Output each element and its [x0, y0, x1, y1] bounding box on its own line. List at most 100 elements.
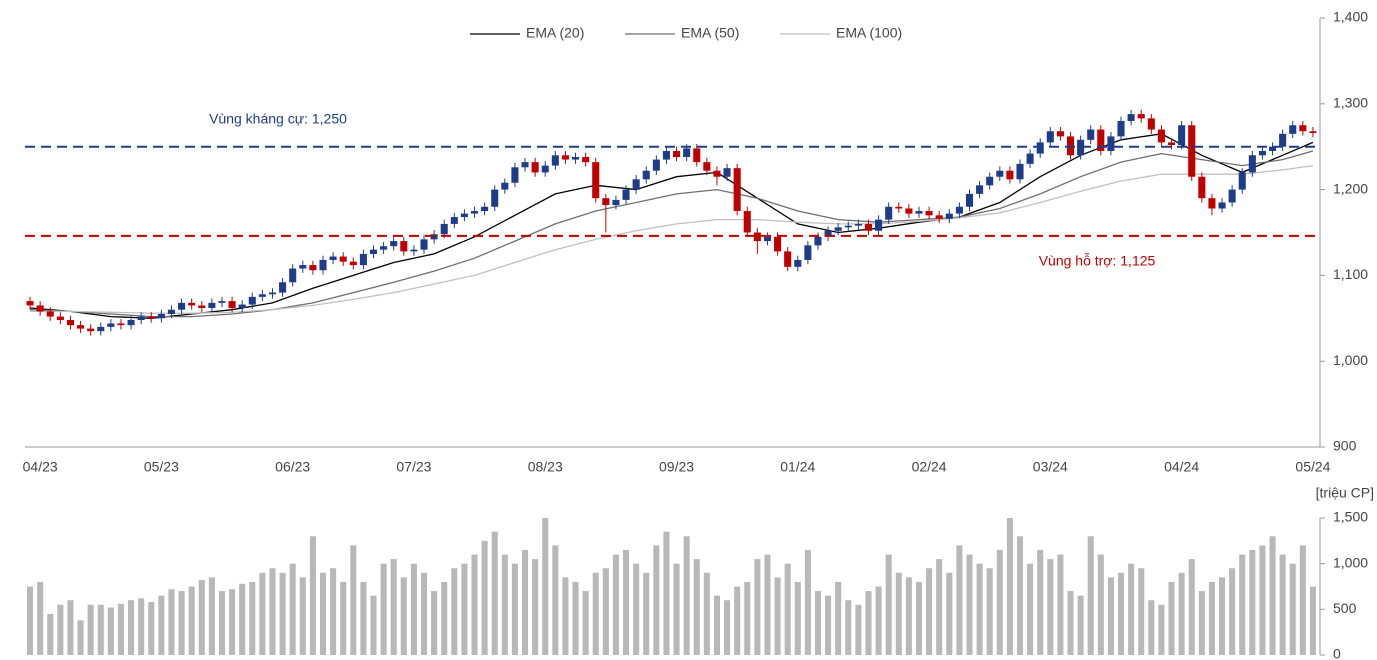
candle-body: [834, 227, 842, 231]
volume-bar: [1027, 563, 1034, 655]
volume-bar: [27, 586, 34, 655]
volume-bar: [926, 568, 933, 655]
candle-body: [46, 311, 54, 317]
volume-bar: [966, 554, 973, 655]
volume-bar: [643, 572, 650, 655]
volume-bar: [279, 572, 286, 655]
candle-body: [784, 251, 792, 267]
candle-body: [763, 236, 772, 242]
volume-bar: [996, 549, 1003, 655]
candle-body: [794, 259, 802, 267]
volume-bar: [461, 563, 468, 655]
volume-bar: [1107, 577, 1114, 655]
candle-body: [238, 304, 246, 309]
candle-body: [420, 239, 428, 250]
volume-bar: [1128, 563, 1135, 655]
candle-body: [107, 323, 115, 327]
volume-bar: [158, 595, 165, 655]
candle-body: [208, 302, 216, 309]
candle-body: [774, 236, 782, 252]
candle-body: [1087, 129, 1095, 140]
candle-body: [1167, 142, 1176, 145]
candle-body: [986, 176, 994, 186]
volume-bar: [198, 580, 205, 655]
candle-body: [743, 211, 751, 233]
candle-body: [299, 265, 307, 269]
candle-body: [976, 185, 984, 194]
volume-bar: [1269, 536, 1276, 655]
candle-body: [481, 206, 489, 212]
candle-body: [1309, 131, 1317, 133]
candle-body: [359, 253, 367, 266]
candle-body: [561, 155, 569, 160]
candle-body: [56, 316, 64, 321]
candle-body: [1006, 170, 1014, 180]
volume-bar: [1016, 536, 1024, 655]
volume-bar: [1077, 595, 1084, 655]
volume-bar: [451, 568, 458, 655]
volume-bar: [340, 581, 347, 655]
candle-body: [1137, 114, 1145, 119]
candle-body: [965, 193, 974, 207]
candle-body: [955, 206, 963, 214]
volume-bar: [77, 620, 84, 655]
volume-bar: [865, 591, 872, 655]
candle-body: [531, 162, 539, 173]
ema-line: [30, 133, 1314, 319]
x-tick-label: 09/23: [659, 459, 694, 475]
volume-bar: [774, 577, 781, 655]
volume-bar: [724, 600, 731, 655]
y-tick-label: 500: [1333, 600, 1357, 616]
candle-body: [1036, 142, 1044, 154]
candle-body: [582, 156, 590, 163]
x-tick-label: 04/24: [1164, 459, 1199, 475]
candle-body: [612, 199, 620, 206]
volume-bar: [259, 572, 266, 655]
candle-body: [1208, 198, 1216, 209]
candle-body: [592, 162, 600, 199]
volume-bar: [350, 545, 357, 655]
candle-body: [935, 215, 943, 219]
candle-body: [703, 162, 711, 171]
candle-body: [450, 217, 458, 224]
candle-body: [683, 148, 691, 157]
volume-bar: [1289, 563, 1296, 655]
volume-bar: [946, 572, 953, 655]
candle-body: [1228, 189, 1236, 203]
volume-bar: [1006, 518, 1013, 655]
candle-body: [279, 282, 287, 293]
volume-bar: [1188, 559, 1195, 655]
volume-bar: [67, 600, 74, 655]
volume-bar: [309, 536, 316, 655]
candle-body: [541, 165, 549, 173]
volume-bar: [521, 549, 529, 655]
volume-bar: [532, 559, 539, 655]
x-tick-label: 02/24: [912, 459, 947, 475]
candle-body: [1299, 125, 1307, 132]
candle-body: [167, 309, 176, 315]
volume-bar: [299, 577, 306, 655]
volume-bar: [976, 563, 983, 655]
volume-bar: [269, 568, 276, 655]
candle-body: [652, 159, 660, 171]
volume-bar: [1239, 554, 1246, 655]
candle-body: [1269, 146, 1277, 151]
candle-body: [1077, 139, 1085, 156]
candle-body: [723, 168, 731, 177]
candle-body: [753, 232, 761, 242]
candle-body: [380, 246, 388, 250]
candle-body: [137, 316, 145, 321]
candle-body: [1218, 202, 1226, 209]
volume-bar: [663, 531, 670, 655]
candle-body: [814, 236, 822, 246]
candle-body: [885, 206, 893, 220]
candle-body: [147, 316, 155, 319]
candle-body: [309, 265, 317, 271]
volume-bar: [1158, 604, 1165, 655]
candle-body: [178, 302, 186, 310]
candle-body: [632, 179, 640, 190]
volume-bar: [1249, 549, 1256, 655]
candle-body: [673, 150, 681, 157]
candle-body: [329, 256, 337, 260]
volume-bar: [653, 545, 660, 655]
